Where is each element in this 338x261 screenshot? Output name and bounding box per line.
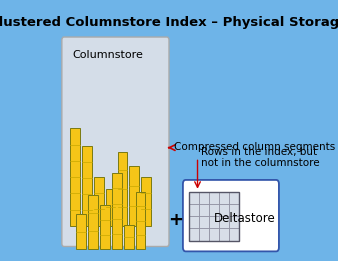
Bar: [94, 177, 104, 226]
Bar: [76, 214, 86, 250]
Bar: [209, 228, 219, 241]
Text: Compressed column segments: Compressed column segments: [174, 142, 335, 152]
Bar: [136, 192, 145, 250]
Bar: [219, 216, 229, 228]
Bar: [229, 216, 239, 228]
Bar: [199, 192, 209, 204]
Bar: [219, 204, 229, 216]
Bar: [209, 204, 219, 216]
Text: Rows in the index, but
not in the columnstore: Rows in the index, but not in the column…: [201, 147, 320, 168]
Bar: [209, 216, 219, 228]
Bar: [229, 192, 239, 204]
Bar: [118, 152, 127, 226]
Bar: [129, 166, 139, 226]
Bar: [189, 204, 199, 216]
Text: Clustered Columnstore Index – Physical Storage: Clustered Columnstore Index – Physical S…: [0, 15, 338, 28]
Bar: [141, 177, 151, 226]
Bar: [112, 173, 122, 250]
Bar: [229, 204, 239, 216]
Bar: [88, 195, 98, 250]
Bar: [82, 146, 92, 226]
Text: Columnstore: Columnstore: [72, 50, 143, 60]
Bar: [199, 228, 209, 241]
Bar: [219, 228, 229, 241]
Bar: [229, 228, 239, 241]
Bar: [199, 216, 209, 228]
Bar: [209, 192, 219, 204]
Bar: [70, 128, 80, 226]
Bar: [106, 189, 116, 226]
Bar: [189, 192, 239, 241]
Bar: [199, 204, 209, 216]
FancyBboxPatch shape: [183, 180, 279, 251]
FancyBboxPatch shape: [62, 37, 169, 246]
Bar: [189, 192, 199, 204]
Bar: [124, 225, 134, 250]
Text: Deltastore: Deltastore: [214, 212, 276, 225]
Bar: [219, 192, 229, 204]
Bar: [189, 216, 199, 228]
Bar: [189, 228, 199, 241]
Bar: [100, 205, 110, 250]
Text: +: +: [168, 211, 183, 229]
